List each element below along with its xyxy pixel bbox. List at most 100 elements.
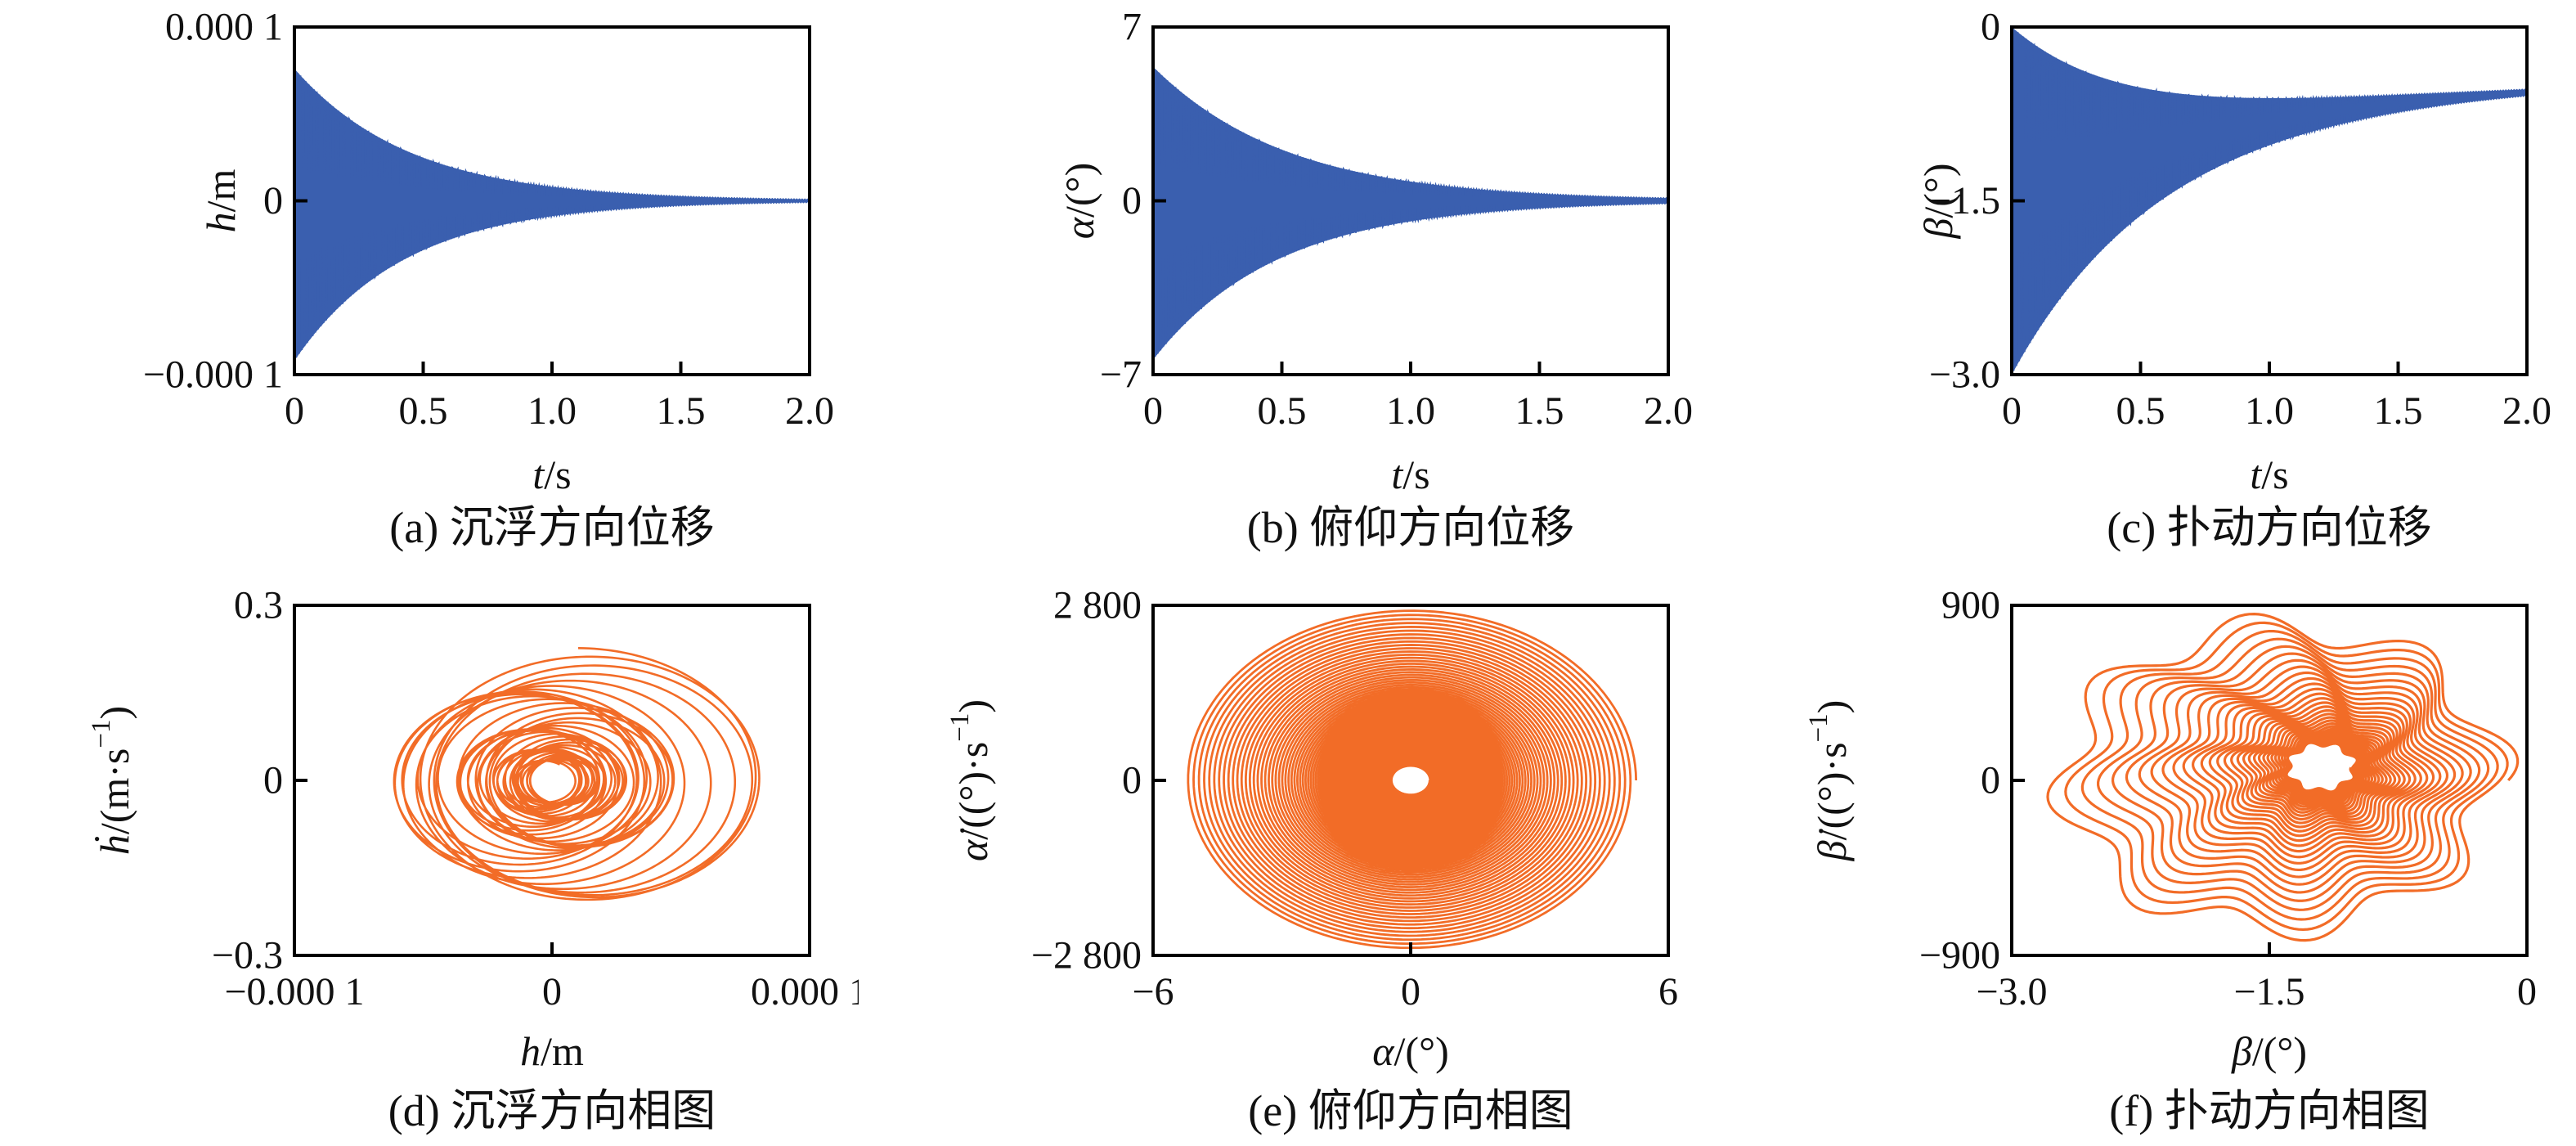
- subplot-caption: (e) 俯仰方向相图: [1248, 1086, 1573, 1135]
- x-tick-label: 1.0: [2245, 389, 2294, 433]
- x-tick-label: 2.0: [1644, 389, 1693, 433]
- axis-label-segment: /m: [541, 1028, 584, 1074]
- y-tick-label: −1.5: [1929, 179, 2000, 222]
- x-tick-label: −1.5: [2233, 970, 2304, 1013]
- axis-label-segment: ): [950, 699, 996, 713]
- axis-label-segment: /s: [2261, 452, 2288, 497]
- axis-label-segment: ): [1809, 700, 1855, 714]
- y-tick-label: 900: [1941, 584, 2000, 627]
- subplot-b: 0 0.5 1.0 1.5 2.0 7 0 −7 t/s α/(°) (b) 俯仰方向位移: [859, 0, 1717, 573]
- plot-e-svg: −6 0 6 2 800 0 −2 800 α/(°) α̇/((°)·s−1) (e) 俯仰方…: [945, 584, 1678, 1136]
- subplot-e: −6 0 6 2 800 0 −2 800 α/(°) α̇/((°)·s−1) (e) 俯仰方…: [859, 573, 1717, 1146]
- axis-label-segment: /(m·s: [92, 748, 137, 835]
- series-group: [2046, 613, 2520, 942]
- axis-label-segment: −1: [87, 719, 116, 748]
- series-path: [1153, 67, 1668, 357]
- axis-label-segment: −1: [945, 713, 975, 742]
- axis-label-segment: /(°): [1394, 1028, 1449, 1074]
- axis-label-segment: β: [1915, 218, 1961, 240]
- y-tick-label: 0.000 1: [165, 6, 283, 49]
- x-tick-label: 1.5: [1515, 389, 1564, 433]
- x-tick-label: 0: [542, 970, 562, 1013]
- x-axis-label: t/s: [1391, 452, 1429, 497]
- subplot-caption: (a) 沉浮方向位移: [389, 503, 714, 552]
- x-axis-label: β/(°): [2231, 1028, 2307, 1074]
- series-path: [2012, 27, 2527, 371]
- axis-label-segment: β: [2231, 1028, 2252, 1074]
- x-tick-label: 0: [2517, 970, 2537, 1013]
- axis-label-segment: /s: [1402, 452, 1429, 497]
- y-tick-label: 0: [263, 179, 283, 222]
- plot-a-svg: 0 0.5 1.0 1.5 2.00.000 10−0.000 1t/sh/m(a) 沉…: [143, 6, 834, 553]
- x-axis-label: t/s: [2250, 452, 2288, 497]
- y-tick-label: 0: [1981, 759, 2000, 802]
- series-group: [2012, 27, 2527, 375]
- x-axis-label: h/m: [520, 1028, 584, 1074]
- x-tick-label: 0: [1143, 389, 1163, 433]
- subplot-caption: (b) 俯仰方向位移: [1247, 503, 1574, 552]
- plot-b-svg: 0 0.5 1.0 1.5 2.070−7t/sα/(°)(b) 俯仰方向位移: [1057, 6, 1693, 553]
- y-tick-label: 0.3: [234, 584, 283, 627]
- y-tick-label: 7: [1122, 6, 1142, 49]
- axis-label-segment: /((°)·s: [950, 742, 996, 840]
- x-tick-label: 0: [2002, 389, 2022, 433]
- axis-label-segment: /(°): [1057, 163, 1102, 218]
- subplot-f: −3.0 −1.5 0 900 0 −900 β/(°) β̇/((°)·s−1) (f) 扑动…: [1717, 573, 2576, 1146]
- series-group: [393, 646, 761, 901]
- y-tick-label: −2 800: [1031, 934, 1142, 977]
- x-tick-label: 6: [1658, 970, 1678, 1013]
- series-group: [1153, 66, 1668, 360]
- x-tick-label: −3.0: [1976, 970, 2047, 1013]
- axis-label-segment: t: [532, 452, 545, 497]
- y-tick-label: 0: [1122, 179, 1142, 222]
- x-tick-label: 0: [285, 389, 304, 433]
- x-tick-label: 0.000 1: [751, 970, 859, 1013]
- subplot-caption: (f) 扑动方向相图: [2109, 1086, 2429, 1135]
- x-tick-label: −0.000 1: [224, 970, 364, 1013]
- x-tick-label: 2.0: [2502, 389, 2551, 433]
- axis-label-segment: −1: [1804, 713, 1833, 742]
- y-axis-label: α̇/((°)·s−1): [945, 699, 996, 861]
- y-tick-label: −0.3: [212, 934, 283, 977]
- x-tick-label: 1.0: [1386, 389, 1435, 433]
- axis-box: [293, 604, 811, 957]
- subplot-a: 0 0.5 1.0 1.5 2.0 0.000 1 0 −0.000 1 t/s h/m (a) 沉…: [0, 0, 859, 573]
- phase-trajectory-path: [393, 646, 761, 901]
- x-tick-label: 1.5: [657, 389, 706, 433]
- axis-label-segment: h: [520, 1028, 541, 1074]
- subplot-caption: (c) 扑动方向位移: [2107, 503, 2431, 552]
- x-tick-label: 0.5: [1258, 389, 1307, 433]
- y-tick-label: 2 800: [1053, 584, 1142, 627]
- axis-label-segment: t: [1391, 452, 1403, 497]
- phase-trajectory-path: [2046, 613, 2520, 942]
- axis-label-segment: /m: [198, 169, 244, 213]
- plot-c-svg: 0 0.5 1.0 1.5 2.0 0 −1.5 −3.0 t/s β/(°) (c) 扑动方向位移: [1915, 6, 2551, 553]
- y-axis-label: β/(°): [1915, 163, 1961, 239]
- y-axis-label: h/m: [198, 169, 244, 233]
- x-axis-label: α/(°): [1372, 1028, 1448, 1074]
- y-tick-label: 0: [1122, 759, 1142, 802]
- x-tick-label: 1.0: [527, 389, 577, 433]
- axis-label-segment: ḣ: [92, 834, 137, 855]
- axis-label-segment: h: [198, 212, 244, 232]
- subplot-caption: (d) 沉浮方向相图: [388, 1086, 716, 1135]
- subplot-d: −0.000 1 0 0.000 1 0.3 0 −0.3 h/m ḣ/(m·s−1) (d) …: [0, 573, 859, 1146]
- axis-label-segment: t: [2250, 452, 2262, 497]
- y-tick-label: 0: [263, 759, 283, 802]
- y-axis-label: β̇/((°)·s−1): [1804, 700, 1855, 862]
- axis-label-segment: α: [1057, 216, 1102, 239]
- y-axis-label: ḣ/(m·s−1): [87, 706, 137, 855]
- y-tick-label: −7: [1100, 353, 1142, 397]
- series-path: [294, 69, 810, 358]
- y-tick-label: −0.000 1: [143, 353, 283, 397]
- y-tick-label: −3.0: [1929, 353, 2000, 397]
- y-axis-label: α/(°): [1057, 163, 1102, 239]
- y-tick-label: −900: [1919, 934, 2000, 977]
- axis-label-segment: α: [1372, 1028, 1395, 1074]
- x-tick-label: 0.5: [2116, 389, 2165, 433]
- subplot-c: 0 0.5 1.0 1.5 2.0 0 −1.5 −3.0 t/s β/(°) (c) 扑动方向位移: [1717, 0, 2576, 573]
- plot-f-svg: −3.0 −1.5 0 900 0 −900 β/(°) β̇/((°)·s−1) (f) 扑动…: [1804, 584, 2537, 1136]
- axis-label-segment: /((°)·s: [1809, 742, 1855, 840]
- x-tick-label: 0: [1401, 970, 1420, 1013]
